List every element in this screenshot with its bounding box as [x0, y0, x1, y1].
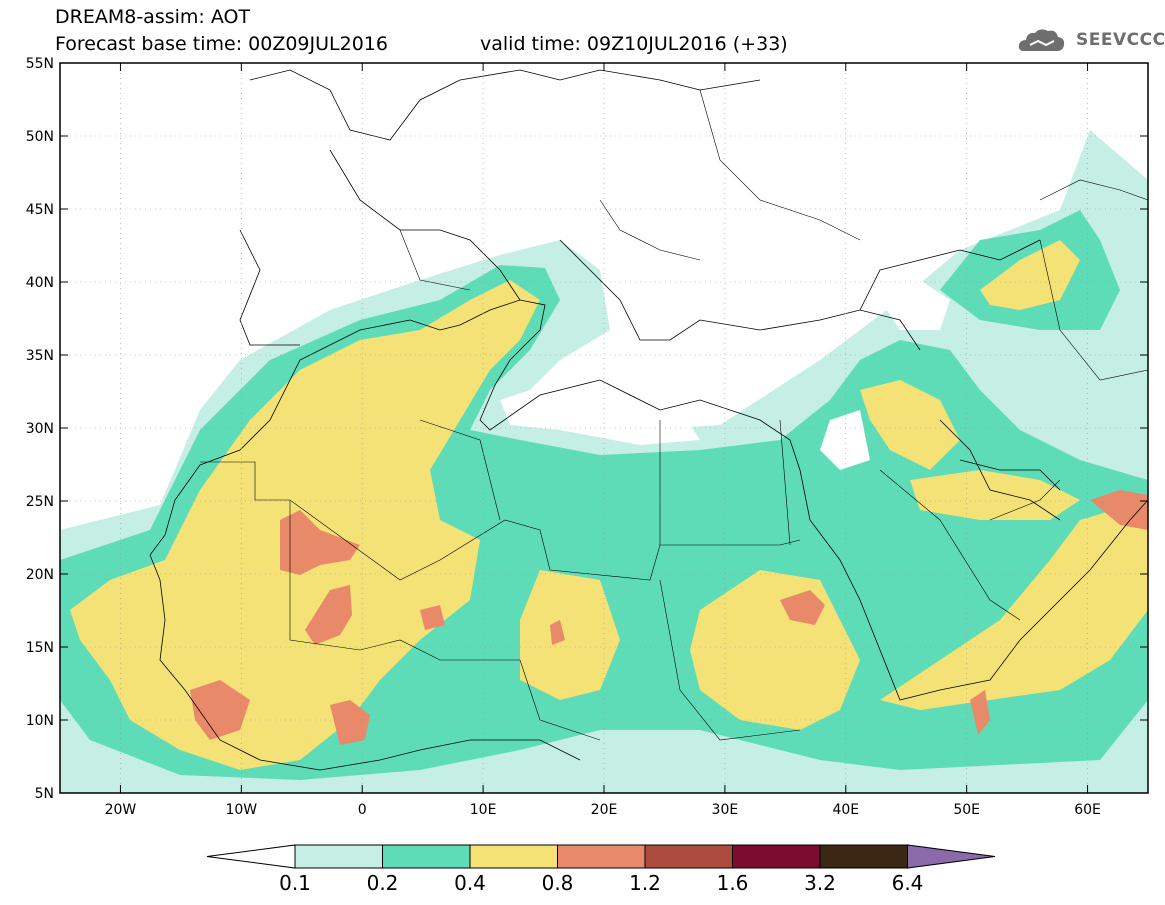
colorbar-label: 1.2 [629, 871, 661, 895]
forecast-base-time: Forecast base time: 00Z09JUL2016 [55, 33, 388, 55]
lon-label: 10E [470, 802, 497, 818]
colorbar-label: 0.2 [367, 871, 399, 895]
colorbar-label: 0.1 [279, 871, 311, 895]
lon-label: 30E [712, 802, 739, 818]
axis-ticks [60, 62, 1148, 794]
lat-label: 20N [26, 567, 54, 583]
colorbar-swatch [819, 844, 908, 869]
lon-label: 50E [953, 802, 980, 818]
colorbar-swatch [382, 844, 471, 869]
colorbar-label: 3.2 [804, 871, 836, 895]
colorbar-swatch [732, 844, 821, 869]
graticule [60, 63, 1148, 793]
colorbar-label: 0.8 [542, 871, 574, 895]
cloud-icon [1018, 29, 1065, 51]
lon-label: 0 [358, 802, 367, 818]
lat-label: 25N [26, 494, 54, 510]
colorbar-swatch [294, 844, 383, 869]
colorbar-label: 1.6 [717, 871, 749, 895]
lon-label: 20W [105, 802, 137, 818]
lat-label: 50N [26, 129, 54, 145]
colorbar-label: 6.4 [892, 871, 924, 895]
longitude-labels: 20W 10W 0 10E 20E 30E 40E 50E 60E [105, 802, 1101, 818]
latitude-labels: 55N 50N 45N 40N 35N 30N 25N 20N 15N 10N 5N [26, 56, 54, 802]
colorbar-arrow-low [206, 844, 296, 869]
lat-label: 30N [26, 421, 54, 437]
colorbar-label: 0.4 [454, 871, 486, 895]
lon-label: 20E [591, 802, 618, 818]
lat-label: 35N [26, 348, 54, 364]
seevccc-logo: SEEVCCC [1076, 30, 1165, 50]
lon-label: 10W [225, 802, 257, 818]
lon-label: 60E [1074, 802, 1101, 818]
colorbar-swatch [469, 844, 558, 869]
lon-label: 40E [832, 802, 859, 818]
lat-label: 10N [26, 713, 54, 729]
colorbar-swatch [557, 844, 646, 869]
map-title: DREAM8-assim: AOT [55, 6, 251, 28]
aot-clear-areas [500, 280, 950, 470]
colorbar-arrow-high [907, 844, 996, 869]
valid-time: valid time: 09Z10JUL2016 (+33) [480, 33, 788, 55]
colorbar-swatch [644, 844, 733, 869]
aot-band-0.8 [190, 490, 1148, 745]
lat-label: 40N [26, 275, 54, 291]
lat-label: 5N [35, 786, 54, 802]
colorbar: 0.1 0.2 0.4 0.8 1.2 1.6 3.2 6.4 [206, 844, 996, 895]
lat-label: 55N [26, 56, 54, 72]
lat-label: 15N [26, 640, 54, 656]
lat-label: 45N [26, 202, 54, 218]
